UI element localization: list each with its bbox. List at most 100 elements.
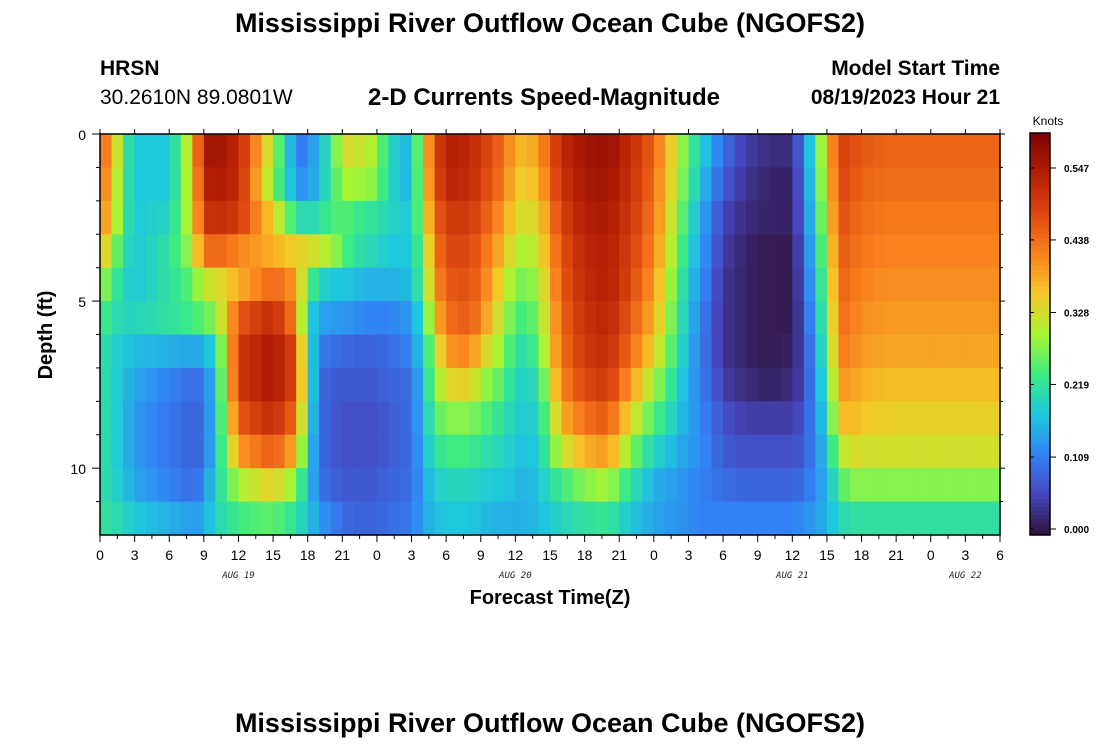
heatmap-cell <box>376 334 390 369</box>
heatmap-cell <box>319 334 332 369</box>
heatmap-cell <box>757 501 770 536</box>
heatmap-cell <box>446 267 459 302</box>
heatmap-cell <box>792 401 805 436</box>
heatmap-cell <box>376 134 390 169</box>
heatmap-cell <box>250 367 263 402</box>
heatmap-cell <box>850 434 863 469</box>
heatmap-cell <box>757 134 770 169</box>
heatmap-cell <box>734 501 747 536</box>
heatmap-cell <box>123 434 136 469</box>
heatmap-cell <box>365 234 378 269</box>
heatmap-cell <box>769 267 782 302</box>
heatmap-cell <box>561 267 574 302</box>
heatmap-cell <box>907 434 920 469</box>
heatmap-cell <box>803 367 816 402</box>
heatmap-cell <box>538 267 551 302</box>
heatmap-cell <box>203 401 216 436</box>
heatmap-cell <box>780 200 793 235</box>
heatmap-cell <box>503 301 516 336</box>
heatmap-cell <box>284 501 297 536</box>
heatmap-cell <box>480 434 493 469</box>
heatmap-cell <box>319 301 332 336</box>
colorbar-step <box>1030 293 1050 299</box>
heatmap-cell <box>896 468 909 503</box>
heatmap-cell <box>376 468 390 503</box>
heatmap-cell <box>803 134 816 169</box>
colorbar-step <box>1030 454 1050 460</box>
heatmap-cell <box>134 367 147 402</box>
heatmap-cell <box>492 468 505 503</box>
colorbar-step <box>1030 402 1050 407</box>
heatmap-cell <box>123 301 136 336</box>
heatmap-cell <box>850 301 863 336</box>
heatmap-cell <box>319 401 332 436</box>
heatmap-cell <box>861 434 874 469</box>
colorbar-step <box>1030 430 1050 435</box>
heatmap-cell <box>400 301 413 336</box>
heatmap-cell <box>700 434 713 469</box>
heatmap-cell <box>723 234 736 269</box>
colorbar-step <box>1030 334 1050 339</box>
heatmap-cell <box>746 434 759 469</box>
heatmap-cell <box>215 367 228 402</box>
heatmap-cell <box>434 167 447 202</box>
heatmap-cell <box>850 267 863 302</box>
heatmap-cell <box>919 267 932 302</box>
heatmap-cell <box>665 167 678 202</box>
colorbar-step <box>1030 309 1050 315</box>
heatmap-cell <box>884 468 897 503</box>
heatmap-cell <box>630 234 643 269</box>
heatmap-cell <box>365 501 378 536</box>
heatmap-cell <box>411 367 424 402</box>
heatmap-cell <box>815 434 828 469</box>
heatmap-cell <box>642 167 655 202</box>
heatmap-cell <box>353 267 366 302</box>
heatmap-cell <box>111 468 124 503</box>
heatmap-cell <box>769 334 782 369</box>
heatmap-cell <box>215 267 228 302</box>
colorbar-step <box>1030 390 1050 395</box>
heatmap-cell <box>400 267 413 302</box>
heatmap-cell <box>134 200 147 235</box>
heatmap-cell <box>665 200 678 235</box>
date-label: AUG 20 <box>498 571 532 581</box>
heatmap-cell <box>307 434 320 469</box>
heatmap-cell <box>884 334 897 369</box>
heatmap-cell <box>238 301 251 336</box>
heatmap-cell <box>896 434 909 469</box>
heatmap-cell <box>492 434 505 469</box>
heatmap-cell <box>700 367 713 402</box>
heatmap-cell <box>273 401 286 436</box>
heatmap-cell <box>503 367 516 402</box>
heatmap-cell <box>746 134 759 169</box>
heatmap-cell <box>261 234 274 269</box>
heatmap-cell <box>215 234 228 269</box>
heatmap-cell <box>780 434 793 469</box>
heatmap-cell <box>734 301 747 336</box>
heatmap-cell <box>884 434 897 469</box>
heatmap-cell <box>826 234 840 269</box>
heatmap-cell <box>976 434 990 469</box>
heatmap-cell <box>907 301 920 336</box>
heatmap-cell <box>273 234 286 269</box>
heatmap-cell <box>238 367 251 402</box>
heatmap-cell <box>942 501 955 536</box>
heatmap-cell <box>192 401 205 436</box>
heatmap-cell <box>573 200 586 235</box>
heatmap-cell <box>203 468 216 503</box>
heatmap-cell <box>446 501 459 536</box>
heatmap-cell <box>642 434 655 469</box>
heatmap-cell <box>411 301 424 336</box>
heatmap-cell <box>538 234 551 269</box>
colorbar-step <box>1030 145 1050 150</box>
heatmap-cell <box>907 334 920 369</box>
heatmap-cell <box>630 267 643 302</box>
heatmap-cell <box>619 134 632 169</box>
heatmap-cell <box>573 301 586 336</box>
heatmap-cell <box>630 301 643 336</box>
heatmap-cell <box>146 301 159 336</box>
heatmap-cell <box>526 267 540 302</box>
heatmap-cell <box>907 501 920 536</box>
heatmap-cell <box>273 200 286 235</box>
heatmap-cell <box>803 267 816 302</box>
